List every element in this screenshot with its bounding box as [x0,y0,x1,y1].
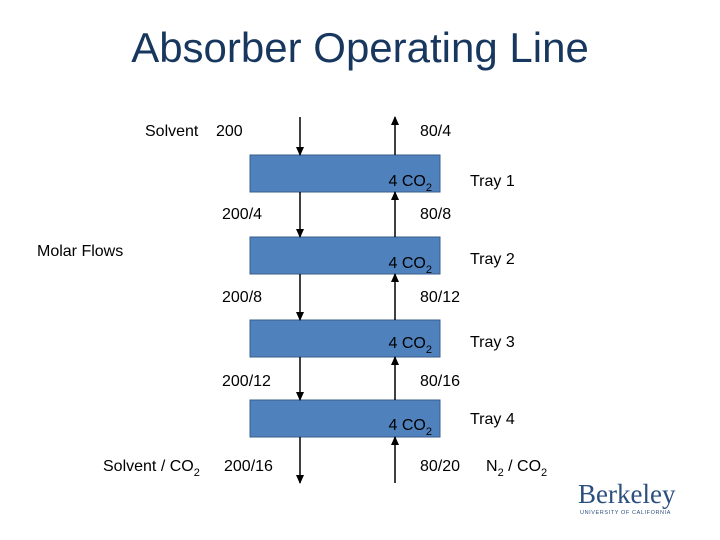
gas-flow: 80/12 [420,289,460,306]
gas-flow: 80/8 [420,206,451,223]
side-label: Molar Flows [37,243,123,260]
gas-inlet-label: N2 / CO2 [486,458,547,479]
liquid-flow: 200/4 [222,206,262,223]
tray-transfer: 4 CO2 [389,173,432,194]
tray-label: Tray 3 [470,334,515,351]
title: Absorber Operating Line [131,24,589,71]
gas-flow: 80/16 [420,373,460,390]
tray-label: Tray 2 [470,251,515,268]
gas-flow: 80/4 [420,123,451,140]
tray [249,236,441,275]
tray [249,154,441,193]
liquid-flow: 200/12 [222,373,271,390]
liquid-flow-name: Solvent / CO2 [103,458,200,479]
tray-label: Tray 1 [470,173,515,190]
tray-transfer: 4 CO2 [389,335,432,356]
liquid-flow: 200/8 [222,289,262,306]
liquid-flow: 200/16 [224,458,273,475]
logo-tagline: UNIVERSITY OF CALIFORNIA [580,510,671,516]
tray-transfer: 4 CO2 [389,255,432,276]
liquid-flow: 200 [216,123,243,140]
logo-name: Berkeley [578,479,676,509]
gas-flow: 80/20 [420,458,460,475]
tray-transfer: 4 CO2 [389,417,432,438]
tray-label: Tray 4 [470,411,515,428]
tray [249,319,441,358]
tray [249,399,441,438]
liquid-flow-name: Solvent [145,123,199,140]
